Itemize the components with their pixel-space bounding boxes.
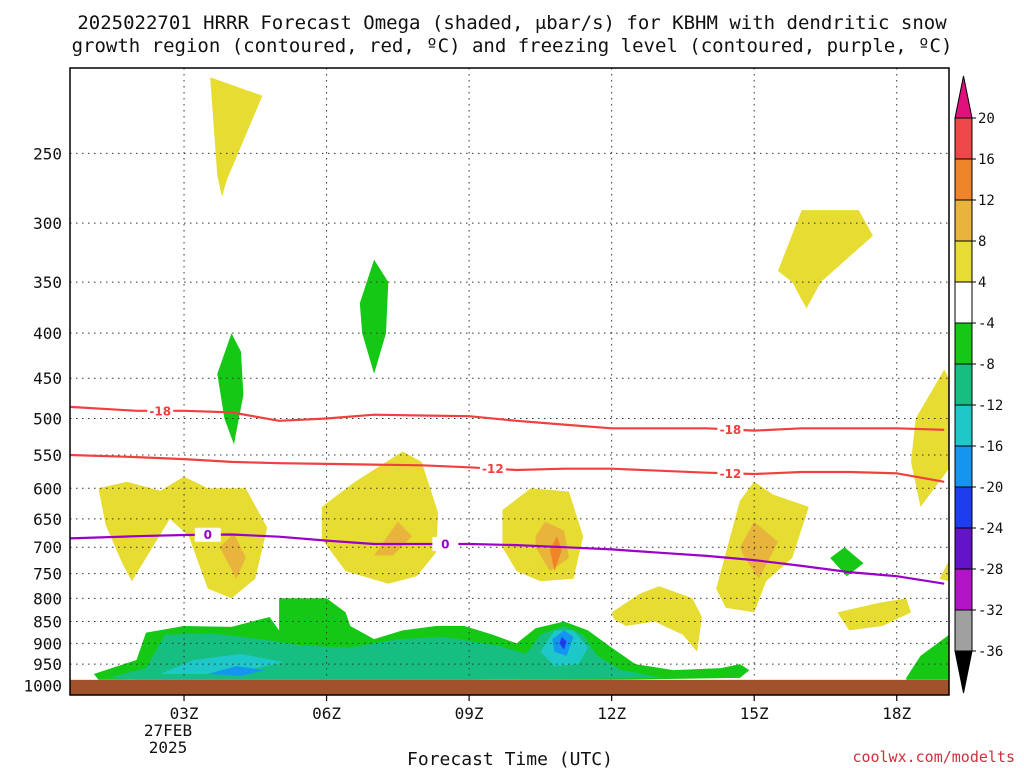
y-tick-label: 600	[33, 479, 62, 498]
colorbar-label: -12	[978, 398, 1003, 414]
y-tick-label: 700	[33, 538, 62, 557]
grid-lines	[70, 68, 949, 680]
contour-label-bg	[717, 422, 744, 437]
contour-line	[69, 405, 945, 432]
plot-area: -18 -18 -12 -12 0 0	[69, 67, 950, 696]
omega-shade-region	[911, 369, 949, 507]
omega-shade-region	[837, 598, 911, 631]
y-tick-label: 350	[33, 273, 62, 292]
y-axis-ticks: 250 300 350 400 450 500 550 600 650 700 750 800 850 9…	[23, 144, 62, 695]
colorbar-swatch	[954, 240, 973, 283]
x-date-label-day: 27FEB	[144, 721, 192, 740]
omega-shade-region	[219, 533, 246, 579]
contour-line	[69, 453, 945, 483]
colorbar-swatch	[954, 527, 973, 570]
y-tick-label: 300	[33, 214, 62, 233]
colorbar-label: 8	[978, 234, 986, 250]
colorbar-label: -28	[978, 562, 1003, 578]
colorbar-label: -4	[978, 316, 995, 332]
colorbar-swatch	[954, 568, 973, 611]
x-tick-label: 18Z	[882, 704, 911, 723]
x-date-label-year: 2025	[149, 738, 188, 757]
colorbar-label: 20	[978, 111, 995, 127]
y-tick-label: 450	[33, 369, 62, 388]
chart-title-line1: 2025022701 HRRR Forecast Omega (shaded, …	[77, 12, 947, 34]
y-tick-label: 1000	[23, 677, 62, 696]
contour-lines: -18 -18 -12 -12 0 0	[69, 403, 945, 585]
colorbar-label: 16	[978, 152, 995, 168]
colorbar-swatch	[954, 199, 973, 242]
contour-label: 0	[204, 528, 212, 542]
ground-layer	[70, 679, 949, 695]
y-tick-label: 500	[33, 410, 62, 429]
omega-shade-region	[906, 634, 949, 680]
contour-line	[69, 533, 945, 585]
colorbar-swatch	[954, 322, 973, 365]
colorbar-swatch	[954, 486, 973, 529]
x-axis-ticks: 03Z 06Z 09Z 12Z 15Z 18Z	[170, 695, 912, 723]
omega-shade-region	[374, 521, 413, 556]
colorbar-swatch	[954, 158, 973, 201]
omega-shading	[93, 77, 949, 680]
omega-shade-region	[549, 536, 562, 572]
credit-text: coolwx.com/modelts	[852, 748, 1015, 766]
contour-label: 0	[441, 537, 449, 551]
colorbar-label: -32	[978, 603, 1003, 619]
chart-title-line2: growth region (contoured, red, ºC) and f…	[72, 35, 953, 57]
y-tick-label: 950	[33, 655, 62, 674]
x-tick-label: 12Z	[597, 704, 626, 723]
colorbar-label: -16	[978, 439, 1003, 455]
x-tick-label: 06Z	[312, 704, 341, 723]
y-tick-label: 900	[33, 634, 62, 653]
x-axis-label: Forecast Time (UTC)	[407, 749, 613, 768]
colorbar-label: -24	[978, 521, 1003, 537]
omega-shade-region	[359, 259, 389, 374]
omega-shade-region	[778, 210, 873, 309]
omega-shade-region	[98, 476, 268, 599]
colorbar-label: 4	[978, 275, 986, 291]
omega-shade-region	[210, 77, 263, 197]
contour-label: -12	[720, 467, 742, 481]
omega-shade-region	[939, 560, 949, 582]
colorbar-swatch	[954, 445, 973, 488]
colorbar-swatch	[954, 117, 973, 160]
omega-shade-region	[739, 521, 778, 579]
colorbar-label: -36	[978, 644, 1003, 660]
ground-surface	[70, 679, 949, 695]
y-tick-label: 800	[33, 589, 62, 608]
omega-shade-region	[207, 666, 265, 676]
colorbar-label: -8	[978, 357, 995, 373]
y-tick-label: 650	[33, 510, 62, 529]
colorbar-label: -20	[978, 480, 1003, 496]
contour-label-bg	[717, 466, 744, 481]
colorbar-bottom-arrow	[954, 650, 973, 694]
contour-label: -12	[482, 462, 504, 476]
y-tick-label: 850	[33, 613, 62, 632]
omega-shade-region	[611, 586, 702, 652]
y-tick-label: 750	[33, 565, 62, 584]
x-tick-label: 03Z	[170, 704, 199, 723]
colorbar-swatch	[954, 281, 973, 324]
y-tick-label: 250	[33, 144, 62, 163]
y-tick-label: 400	[33, 324, 62, 343]
contour-label-bg	[432, 536, 459, 551]
colorbar-swatch	[954, 609, 973, 652]
x-tick-label: 09Z	[455, 704, 484, 723]
colorbar-swatch	[954, 363, 973, 406]
contour-label-bg	[147, 403, 174, 418]
contour-label-bg	[479, 461, 506, 476]
contour-label-bg	[194, 527, 221, 542]
x-tick-label: 15Z	[740, 704, 769, 723]
colorbar-label: 12	[978, 193, 995, 209]
omega-shade-region	[217, 333, 244, 445]
omega-shade-region	[830, 547, 864, 577]
colorbar-swatch	[954, 404, 973, 447]
y-tick-label: 550	[33, 446, 62, 465]
colorbar: 20 16 12 8 4 -4 -8 -12 -16 -20 -24 -28 -32 -36	[954, 75, 1003, 694]
omega-shade-region	[321, 451, 439, 584]
contour-label: -18	[720, 423, 742, 437]
plot-frame	[69, 67, 950, 696]
contour-label: -18	[149, 404, 171, 418]
